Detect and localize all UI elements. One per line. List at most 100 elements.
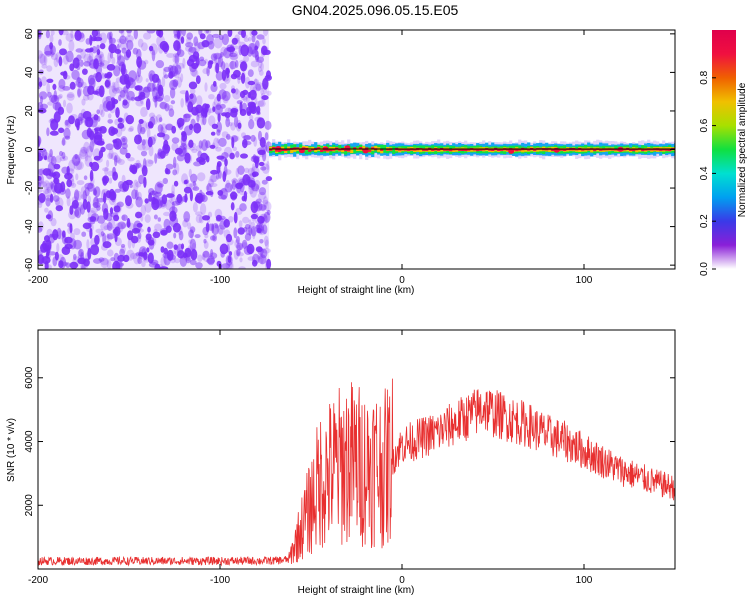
noise-speckle: [217, 113, 221, 123]
noise-speckle: [60, 71, 67, 76]
noise-speckle: [236, 100, 243, 105]
noise-speckle: [207, 60, 213, 69]
noise-speckle: [109, 51, 114, 59]
noise-speckle: [117, 221, 126, 230]
noise-background: [38, 30, 270, 269]
noise-speckle: [255, 198, 262, 204]
noise-speckle: [121, 214, 128, 221]
noise-speckle: [183, 218, 190, 223]
noise-speckle: [111, 166, 117, 177]
signal-band-cell: [659, 148, 663, 151]
noise-speckle: [103, 190, 112, 201]
noise-speckle: [258, 130, 262, 142]
noise-speckle: [113, 81, 120, 92]
noise-speckle: [186, 32, 193, 40]
noise-speckle: [42, 149, 48, 160]
signal-band-cell: [629, 149, 633, 151]
noise-speckle: [261, 95, 269, 101]
noise-speckle: [240, 72, 246, 84]
noise-speckle: [95, 228, 104, 234]
noise-speckle: [220, 61, 226, 70]
noise-speckle: [224, 182, 233, 193]
noise-speckle: [168, 108, 175, 117]
noise-speckle: [129, 184, 133, 188]
noise-speckle: [141, 260, 146, 268]
noise-speckle: [72, 154, 81, 167]
noise-speckle: [221, 69, 227, 81]
noise-speckle: [195, 211, 203, 216]
noise-speckle: [86, 239, 90, 250]
noise-speckle: [211, 33, 221, 38]
noise-speckle: [250, 213, 258, 220]
noise-speckle: [258, 148, 266, 158]
noise-speckle: [147, 136, 153, 148]
noise-speckle: [211, 223, 215, 234]
colorbar-label: Normalized spectral amplitude: [737, 82, 748, 217]
noise-speckle: [69, 205, 74, 216]
noise-speckle: [218, 215, 226, 220]
noise-speckle: [43, 55, 48, 66]
noise-speckle: [259, 239, 264, 244]
noise-speckle: [236, 242, 244, 251]
noise-speckle: [191, 62, 199, 70]
noise-speckle: [220, 188, 227, 193]
noise-speckle: [258, 161, 265, 167]
noise-speckle: [263, 235, 269, 247]
noise-speckle: [155, 114, 163, 123]
noise-speckle: [71, 156, 81, 165]
noise-speckle: [140, 150, 148, 157]
noise-speckle: [46, 186, 52, 193]
noise-speckle: [231, 88, 236, 94]
noise-speckle: [143, 176, 147, 188]
noise-speckle: [246, 243, 255, 255]
noise-speckle: [38, 201, 43, 208]
noise-speckle: [38, 226, 43, 233]
noise-speckle: [235, 207, 243, 215]
noise-speckle: [262, 37, 266, 45]
noise-speckle: [60, 181, 66, 193]
noise-speckle: [152, 202, 160, 209]
noise-speckle: [240, 153, 248, 159]
noise-speckle: [218, 227, 224, 236]
signal-band-cell: [506, 148, 510, 151]
signal-band-cell: [419, 148, 423, 153]
noise-speckle: [161, 76, 166, 88]
noise-speckle: [54, 101, 62, 113]
noise-speckle: [141, 42, 148, 52]
noise-speckle: [112, 260, 121, 269]
noise-speckle: [189, 259, 197, 266]
noise-speckle: [133, 223, 137, 235]
noise-speckle: [79, 204, 86, 215]
noise-speckle: [116, 51, 122, 61]
noise-speckle: [176, 117, 185, 127]
noise-speckle: [113, 205, 121, 213]
noise-speckle: [81, 231, 87, 237]
noise-speckle: [250, 177, 256, 190]
noise-speckle: [74, 30, 82, 41]
noise-speckle: [225, 117, 231, 128]
noise-speckle: [114, 188, 122, 193]
noise-speckle: [188, 168, 192, 178]
noise-speckle: [127, 230, 134, 241]
noise-speckle: [107, 119, 113, 124]
noise-speckle: [68, 173, 75, 183]
signal-band-cell: [500, 148, 504, 151]
signal-band-cell: [446, 149, 450, 151]
noise-speckle: [266, 258, 272, 269]
noise-speckle: [244, 233, 252, 241]
signal-band-cell: [464, 149, 468, 152]
noise-speckle: [195, 75, 201, 85]
colorbar-tick-label: 0.0: [699, 262, 710, 276]
noise-speckle: [206, 65, 210, 77]
noise-speckle: [160, 246, 165, 253]
noise-speckle: [112, 139, 118, 144]
noise-speckle: [58, 39, 62, 46]
noise-speckle: [251, 30, 258, 36]
noise-speckle: [119, 42, 129, 50]
noise-speckle: [190, 249, 198, 261]
signal-band-cell: [290, 148, 294, 154]
noise-speckle: [55, 52, 61, 63]
noise-speckle: [260, 62, 264, 71]
noise-speckle: [85, 145, 94, 158]
